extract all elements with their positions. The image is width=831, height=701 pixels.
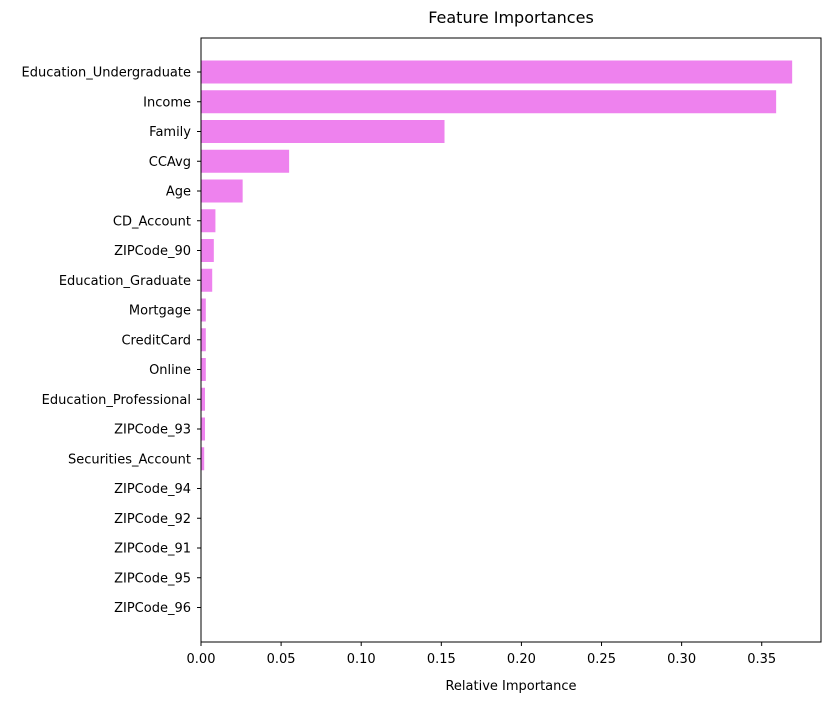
bar-education-graduate	[201, 268, 213, 292]
bar-income	[201, 90, 777, 114]
x-tick-label: 0.30	[667, 652, 696, 667]
y-tick-label-zipcode-91: ZIPCode_91	[114, 542, 191, 557]
y-tick-label-ccavg: CCAvg	[149, 155, 191, 170]
y-tick-label-education-graduate: Education_Graduate	[59, 274, 191, 289]
x-tick-label: 0.05	[267, 652, 296, 667]
x-axis-label: Relative Importance	[445, 679, 576, 694]
bar-zipcode-93	[201, 417, 206, 441]
bar-age	[201, 179, 243, 203]
bar-securities-account	[201, 447, 205, 471]
bar-family	[201, 120, 445, 143]
bar-zipcode-90	[201, 239, 214, 262]
chart-title: Feature Importances	[428, 8, 594, 27]
plot-frame	[200, 37, 822, 643]
x-tick-label: 0.15	[427, 652, 456, 667]
bar-mortgage	[201, 298, 206, 322]
bar-education-professional	[201, 387, 206, 411]
y-tick-label-zipcode-93: ZIPCode_93	[114, 423, 191, 438]
y-tick-label-online: Online	[149, 363, 191, 378]
y-tick-label-zipcode-92: ZIPCode_92	[114, 512, 191, 527]
x-tick-label: 0.10	[347, 652, 376, 667]
y-tick-label-cd-account: CD_Account	[113, 214, 191, 229]
y-tick-label-zipcode-96: ZIPCode_96	[114, 601, 191, 616]
bar-ccavg	[201, 149, 290, 173]
y-tick-label-income: Income	[143, 95, 191, 110]
y-tick-group: Education_Undergraduate Income Family CCAvg…	[22, 66, 201, 616]
y-tick-label-creditcard: CreditCard	[121, 333, 191, 348]
y-tick-label-mortgage: Mortgage	[129, 304, 191, 319]
y-tick-label-education-professional: Education_Professional	[42, 393, 191, 408]
x-tick-label: 0.35	[747, 652, 776, 667]
bar-education-undergraduate	[201, 60, 793, 84]
y-tick-label-age: Age	[166, 185, 191, 200]
y-tick-label-education-undergraduate: Education_Undergraduate	[22, 66, 191, 81]
x-tick-label: 0.00	[187, 652, 216, 667]
y-tick-label-securities-account: Securities_Account	[68, 452, 191, 467]
bar-online	[201, 358, 206, 381]
y-tick-label-zipcode-94: ZIPCode_94	[114, 482, 191, 497]
x-tick-group: 0.00 0.05 0.10 0.15 0.20 0.25 0.30 0.35	[187, 642, 776, 667]
bar-cd-account	[201, 209, 216, 233]
y-tick-label-family: Family	[149, 125, 191, 140]
y-tick-label-zipcode-95: ZIPCode_95	[114, 571, 191, 586]
bar-creditcard	[201, 328, 206, 352]
bars-group	[201, 60, 793, 471]
x-tick-label: 0.20	[507, 652, 536, 667]
x-tick-label: 0.25	[587, 652, 616, 667]
y-tick-label-zipcode-90: ZIPCode_90	[114, 244, 191, 259]
